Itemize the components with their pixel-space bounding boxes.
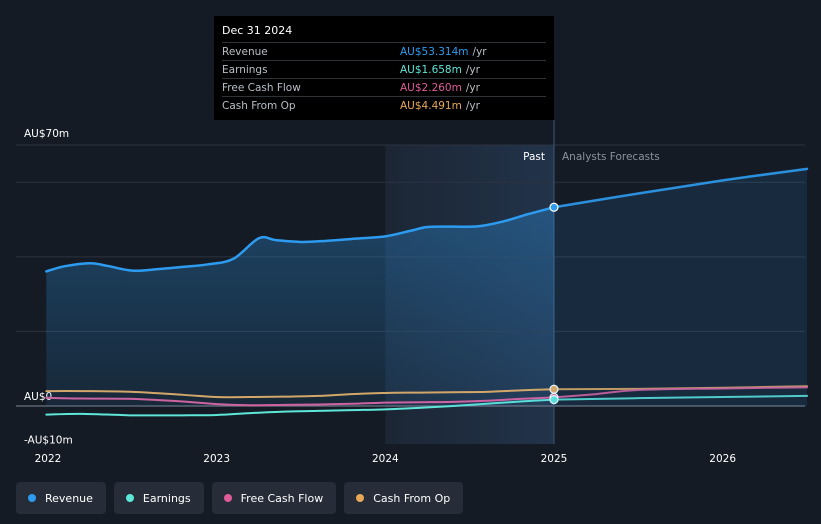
legend-dot-icon — [28, 494, 36, 502]
tooltip-value: AU$4.491m — [400, 99, 462, 112]
tooltip-row-earnings: Earnings AU$1.658m /yr — [222, 60, 546, 78]
y-tick-label: AU$70m — [24, 128, 69, 140]
revenue-line-forecast — [552, 167, 809, 209]
tooltip-label: Earnings — [222, 63, 268, 76]
tooltip-row-cash-from-op: Cash From Op AU$4.491m /yr — [222, 96, 546, 114]
tooltip-label: Cash From Op — [222, 99, 296, 112]
legend-label: Free Cash Flow — [240, 491, 324, 505]
tooltip-row-free-cash-flow: Free Cash Flow AU$2.260m /yr — [222, 78, 546, 96]
legend-dot-icon — [356, 494, 365, 502]
tooltip-unit: /yr — [465, 99, 480, 112]
legend-item-free-cash-flow[interactable]: Free Cash Flow — [211, 482, 337, 514]
legend-item-earnings[interactable]: Earnings — [113, 482, 204, 514]
revenue-line-past — [45, 206, 556, 273]
legend-dot-icon — [125, 494, 134, 502]
legend-item-cash-from-op[interactable]: Cash From Op — [344, 482, 464, 514]
revenue-area-forecast — [554, 168, 807, 406]
tooltip-value: AU$1.658m — [400, 63, 462, 76]
tooltip-label: Revenue — [222, 45, 268, 58]
legend-label: Cash From Op — [373, 491, 451, 505]
tooltip-label: Free Cash Flow — [222, 81, 301, 94]
x-tick-label: 2025 — [541, 453, 568, 465]
y-tick-label: AU$0 — [24, 391, 52, 403]
x-tick-label: 2023 — [203, 453, 230, 465]
forecast-label: Analysts Forecasts — [562, 151, 660, 163]
tooltip-value: AU$53.314m — [400, 45, 469, 58]
tooltip: Dec 31 2024 Revenue AU$53.314m /yr Earni… — [214, 16, 554, 120]
legend-item-revenue[interactable]: Revenue — [16, 482, 106, 514]
past-label: Past — [523, 151, 545, 163]
x-tick-label: 2022 — [35, 453, 62, 465]
x-tick-label: 2026 — [709, 453, 736, 465]
legend-dot-icon — [223, 494, 232, 502]
revenue-area-past — [46, 207, 555, 406]
tooltip-row-revenue: Revenue AU$53.314m /yr — [222, 42, 546, 60]
revenue-point-marker — [549, 202, 559, 212]
legend-label: Revenue — [45, 491, 93, 505]
tooltip-date: Dec 31 2024 — [222, 24, 293, 37]
tooltip-value: AU$2.260m — [400, 81, 462, 94]
tooltip-unit: /yr — [465, 81, 480, 94]
tooltip-unit: /yr — [472, 45, 487, 58]
x-tick-label: 2024 — [372, 453, 399, 465]
earnings-line-forecast — [553, 394, 808, 401]
tooltip-unit: /yr — [465, 63, 480, 76]
y-tick-label: -AU$10m — [24, 434, 73, 446]
legend-label: Earnings — [142, 491, 191, 505]
free-cash-flow-line-forecast — [553, 386, 808, 399]
legend: Revenue Earnings Free Cash Flow Cash Fro… — [16, 482, 464, 514]
